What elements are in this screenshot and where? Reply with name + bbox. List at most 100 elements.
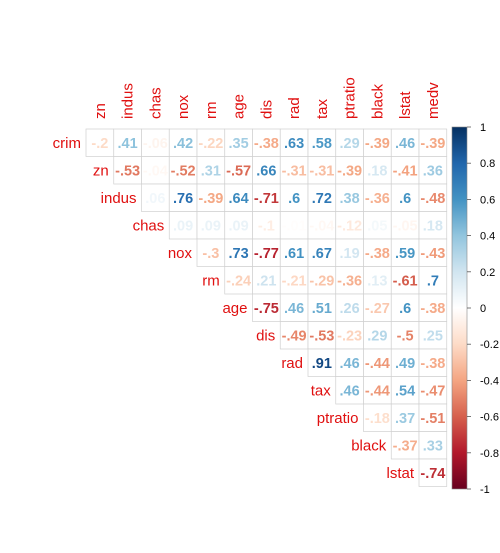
cell-value-indus-black: -.36 bbox=[365, 191, 390, 207]
cell-age-tax bbox=[307, 293, 337, 322]
cell-ptratio-black bbox=[363, 403, 392, 432]
column-label-medv: medv bbox=[425, 82, 442, 119]
cell-crim-ptratio bbox=[335, 128, 364, 157]
cell-tax-black bbox=[363, 376, 392, 405]
cell-value-indus-age: .64 bbox=[229, 191, 249, 207]
cell-value-chas-black: .05 bbox=[367, 218, 387, 234]
column-label-zn: zn bbox=[92, 103, 109, 119]
cell-value-tax-black: -.44 bbox=[365, 383, 390, 399]
column-label-rm: rm bbox=[203, 102, 220, 120]
row-label-rm: rm bbox=[202, 272, 220, 289]
cell-chas-dis bbox=[252, 211, 281, 240]
cell-value-zn-chas: -.04 bbox=[143, 163, 168, 179]
cell-nox-black bbox=[363, 238, 392, 267]
cell-dis-black bbox=[363, 321, 392, 350]
cell-value-nox-rad: .61 bbox=[284, 246, 304, 262]
cell-dis-ptratio bbox=[335, 321, 364, 350]
cell-value-chas-rm: .09 bbox=[201, 218, 221, 234]
cell-value-age-black: -.27 bbox=[365, 301, 390, 317]
cell-ptratio-medv bbox=[418, 403, 448, 432]
cell-value-indus-rm: -.39 bbox=[198, 191, 223, 207]
colorbar-tick-label: -0.2 bbox=[480, 339, 499, 351]
cell-value-crim-medv: -.39 bbox=[420, 136, 445, 152]
cell-value-nox-medv: -.43 bbox=[420, 246, 445, 262]
cell-rad-medv bbox=[418, 348, 448, 377]
cell-value-age-rad: .46 bbox=[284, 301, 304, 317]
cell-value-crim-age: .35 bbox=[229, 136, 249, 152]
row-label-crim: crim bbox=[53, 135, 81, 152]
cell-value-ptratio-black: -.18 bbox=[365, 411, 390, 427]
cell-rad-black bbox=[363, 348, 392, 377]
cell-value-rm-age: -.24 bbox=[226, 273, 251, 289]
cell-value-rad-black: -.44 bbox=[365, 356, 390, 372]
cell-value-lstat-medv: -.74 bbox=[420, 466, 445, 482]
cell-value-indus-nox: .76 bbox=[173, 191, 193, 207]
cell-zn-rad bbox=[279, 156, 309, 185]
cell-indus-nox bbox=[168, 183, 198, 212]
cell-nox-rad bbox=[279, 238, 309, 267]
row-label-zn: zn bbox=[93, 162, 109, 179]
cell-crim-rad bbox=[279, 128, 309, 157]
cell-value-crim-rm: -.22 bbox=[198, 136, 223, 152]
cell-value-nox-lstat: .59 bbox=[395, 246, 415, 262]
cell-chas-lstat bbox=[390, 211, 420, 240]
cell-value-rad-ptratio: .46 bbox=[340, 356, 360, 372]
cell-value-zn-tax: -.31 bbox=[309, 163, 334, 179]
cell-value-zn-medv: .36 bbox=[423, 163, 443, 179]
cell-nox-dis bbox=[252, 238, 281, 267]
cell-value-zn-ptratio: -.39 bbox=[337, 163, 362, 179]
cell-indus-rad bbox=[279, 183, 309, 212]
column-label-dis: dis bbox=[258, 100, 275, 119]
cell-value-zn-rm: .31 bbox=[201, 163, 221, 179]
cell-crim-indus bbox=[113, 128, 142, 157]
cell-value-dis-rad: -.49 bbox=[282, 328, 307, 344]
cell-value-nox-black: -.38 bbox=[365, 246, 390, 262]
cell-value-chas-rad: -.01 bbox=[282, 218, 307, 234]
cell-value-crim-dis: -.38 bbox=[254, 136, 279, 152]
cell-value-zn-indus: -.53 bbox=[115, 163, 140, 179]
cell-age-ptratio bbox=[335, 293, 364, 322]
cell-tax-ptratio bbox=[335, 376, 364, 405]
cell-age-medv bbox=[418, 293, 448, 322]
cell-value-dis-medv: .25 bbox=[423, 328, 443, 344]
cell-value-crim-zn: -.2 bbox=[91, 136, 108, 152]
cell-chas-medv bbox=[418, 211, 448, 240]
cell-value-tax-ptratio: .46 bbox=[340, 383, 360, 399]
cell-ptratio-lstat bbox=[390, 403, 420, 432]
cell-zn-tax bbox=[307, 156, 337, 185]
cell-zn-age bbox=[224, 156, 253, 185]
cell-zn-indus bbox=[113, 156, 142, 185]
cell-value-chas-tax: -.04 bbox=[309, 218, 334, 234]
cell-value-indus-tax: .72 bbox=[312, 191, 332, 207]
cell-value-nox-dis: -.77 bbox=[254, 246, 279, 262]
cell-indus-rm bbox=[196, 183, 226, 212]
cell-nox-tax bbox=[307, 238, 337, 267]
cell-crim-age bbox=[224, 128, 253, 157]
colorbar-tick-label: 0.8 bbox=[480, 158, 495, 170]
cell-chas-tax bbox=[307, 211, 337, 240]
cell-nox-rm bbox=[196, 238, 226, 267]
cell-value-dis-lstat: -.5 bbox=[397, 328, 414, 344]
column-label-lstat: lstat bbox=[397, 91, 414, 119]
cell-value-zn-lstat: -.41 bbox=[393, 163, 418, 179]
cell-value-nox-age: .73 bbox=[229, 246, 249, 262]
cell-value-crim-rad: .63 bbox=[284, 136, 304, 152]
cell-value-ptratio-lstat: .37 bbox=[395, 411, 415, 427]
cell-value-black-medv: .33 bbox=[423, 438, 443, 454]
cell-value-chas-ptratio: -.12 bbox=[337, 218, 362, 234]
cell-value-crim-indus: .41 bbox=[118, 136, 138, 152]
row-label-age: age bbox=[222, 300, 247, 317]
colorbar-tick-label: 0 bbox=[480, 303, 486, 315]
cell-value-age-tax: .51 bbox=[312, 301, 332, 317]
cell-age-black bbox=[363, 293, 392, 322]
cell-value-rad-medv: -.38 bbox=[420, 356, 445, 372]
cell-value-age-ptratio: .26 bbox=[340, 301, 360, 317]
cell-black-lstat bbox=[390, 431, 420, 460]
cell-indus-age bbox=[224, 183, 253, 212]
cell-value-chas-dis: -.1 bbox=[258, 218, 275, 234]
column-labels: zn indus chas nox rm age dis rad tax ptratio black… bbox=[92, 77, 442, 119]
cell-nox-lstat bbox=[390, 238, 420, 267]
cell-zn-ptratio bbox=[335, 156, 364, 185]
cell-value-indus-ptratio: .38 bbox=[340, 191, 360, 207]
